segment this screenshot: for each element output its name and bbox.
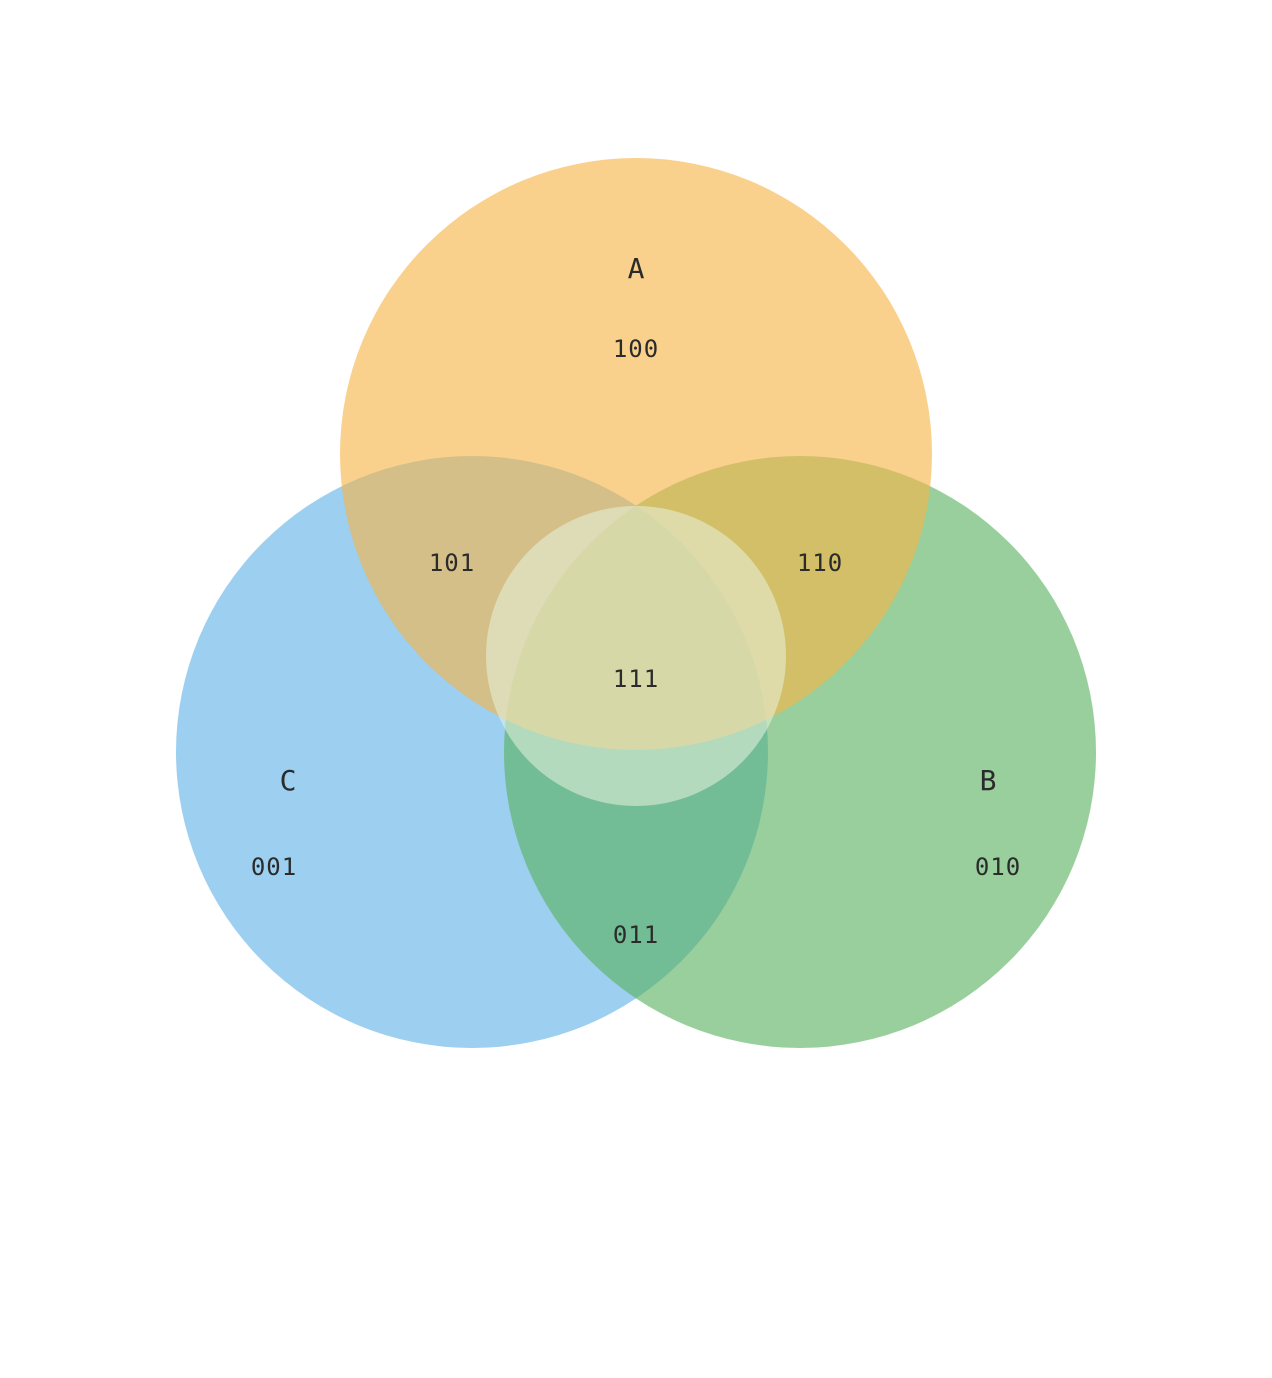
region-101: 101 [429,549,475,577]
center-wash [486,506,786,806]
region-110: 110 [797,549,843,577]
region-010: 010 [975,853,1021,881]
region-001: 001 [251,853,297,881]
region-111: 111 [613,665,659,693]
set-label-c: C [280,764,297,797]
venn-diagram: A B C 100 010 001 110 101 011 111 [0,0,1272,1378]
set-label-b: B [980,764,997,797]
region-100: 100 [613,335,659,363]
region-011: 011 [613,921,659,949]
set-label-a: A [628,252,645,285]
